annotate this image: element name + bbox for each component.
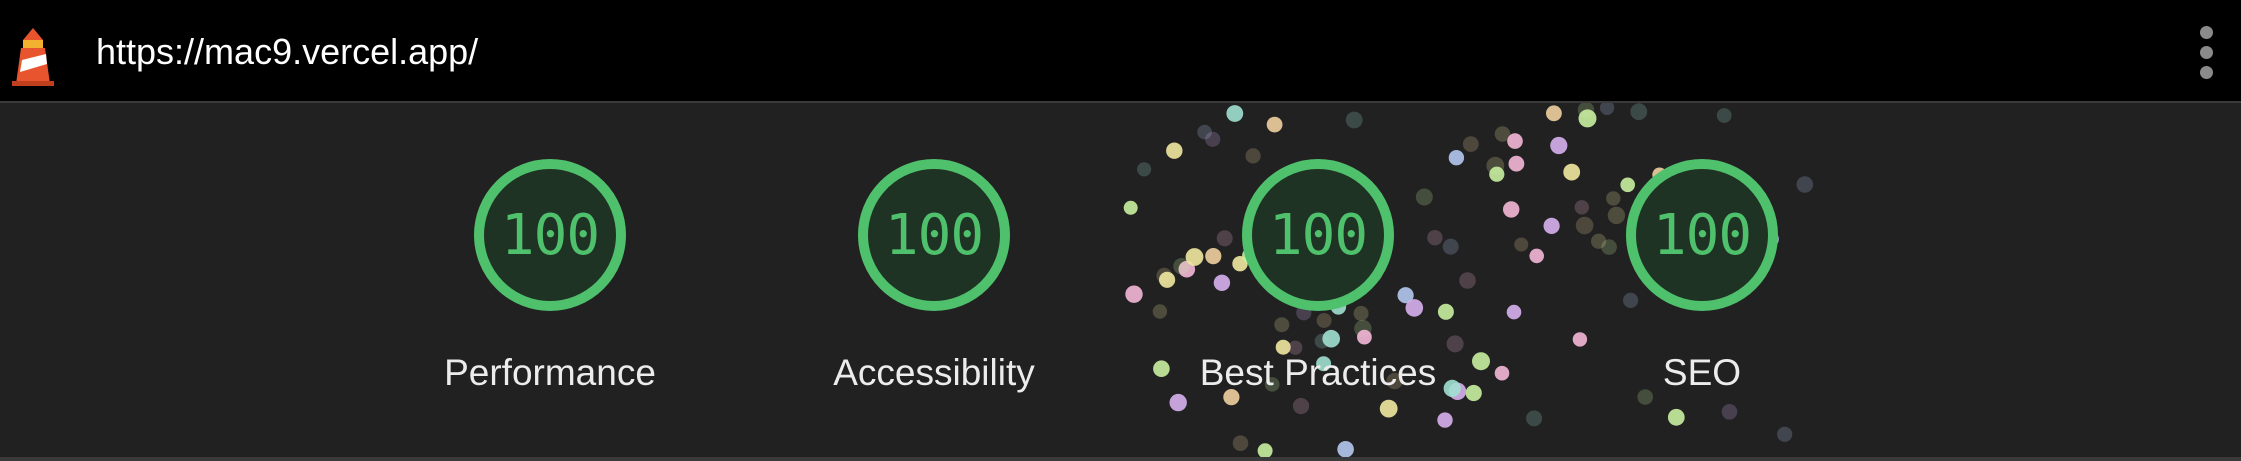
gauge-accessibility[interactable]: 100 Accessibility [804,103,1064,403]
confetti-dot [1462,136,1479,152]
confetti-dot [1489,166,1505,182]
confetti-dot [1169,393,1187,412]
confetti-dot [1529,248,1544,264]
gauge-score: 100 [884,203,984,268]
confetti-dot [1125,285,1143,303]
report-header: https://mac9.vercel.app/ [0,0,2241,103]
confetti-dot [1721,404,1738,420]
confetti-dot [1156,267,1172,284]
confetti-dot [1503,201,1520,218]
gauge-score: 100 [1652,203,1752,268]
confetti-dot [1667,408,1685,426]
gauge-label: SEO [1662,352,1742,393]
gauge-label: Accessibility [833,352,1035,393]
gauge-best-practices[interactable]: 100 Best Practices [1188,103,1448,403]
gauge-label: Best Practices [1199,352,1437,393]
confetti-dot [1137,162,1152,177]
gauge-ring-icon [858,159,1010,311]
confetti-dot [1486,156,1505,175]
gauge-score: 100 [500,203,600,268]
confetti-dot [1546,105,1562,122]
confetti-dot [1514,237,1529,252]
confetti-dot [1459,272,1476,289]
confetti-dot [1152,304,1168,319]
confetti-dot [1446,335,1464,353]
confetti-dot [1526,410,1543,427]
gauge-label: Performance [444,352,656,393]
confetti-dot [1494,126,1511,142]
confetti-dot [1543,217,1560,234]
gauge-ring-icon [1626,159,1778,311]
confetti-dot [1232,435,1249,452]
confetti-dot [1506,304,1522,320]
confetti-decoration [1123,103,1814,459]
confetti-dot [1159,271,1176,288]
gauge-ring-icon [1242,159,1394,311]
kebab-menu-icon[interactable] [2192,22,2222,82]
lighthouse-icon [12,28,54,86]
gauge-performance[interactable]: 100 Performance [420,103,680,403]
confetti-dot [1123,200,1138,215]
gauge-seo[interactable]: 100 SEO [1572,103,1832,403]
confetti-dot [1550,136,1568,155]
confetti-dot [1437,412,1453,428]
confetti-dot [1166,142,1183,159]
confetti-dot [1508,155,1525,172]
scores-panel: 100 Performance 100 Accessibility 100 Be… [0,103,2241,459]
confetti-dot [1337,441,1354,458]
page-url[interactable]: https://mac9.vercel.app/ [96,31,479,72]
gauge-ring-icon [474,159,626,311]
panel-bottom-border [0,457,2241,461]
confetti-dot [1448,150,1465,166]
confetti-dot [1777,426,1793,442]
confetti-dot [1507,133,1523,149]
gauge-score: 100 [1268,203,1368,268]
